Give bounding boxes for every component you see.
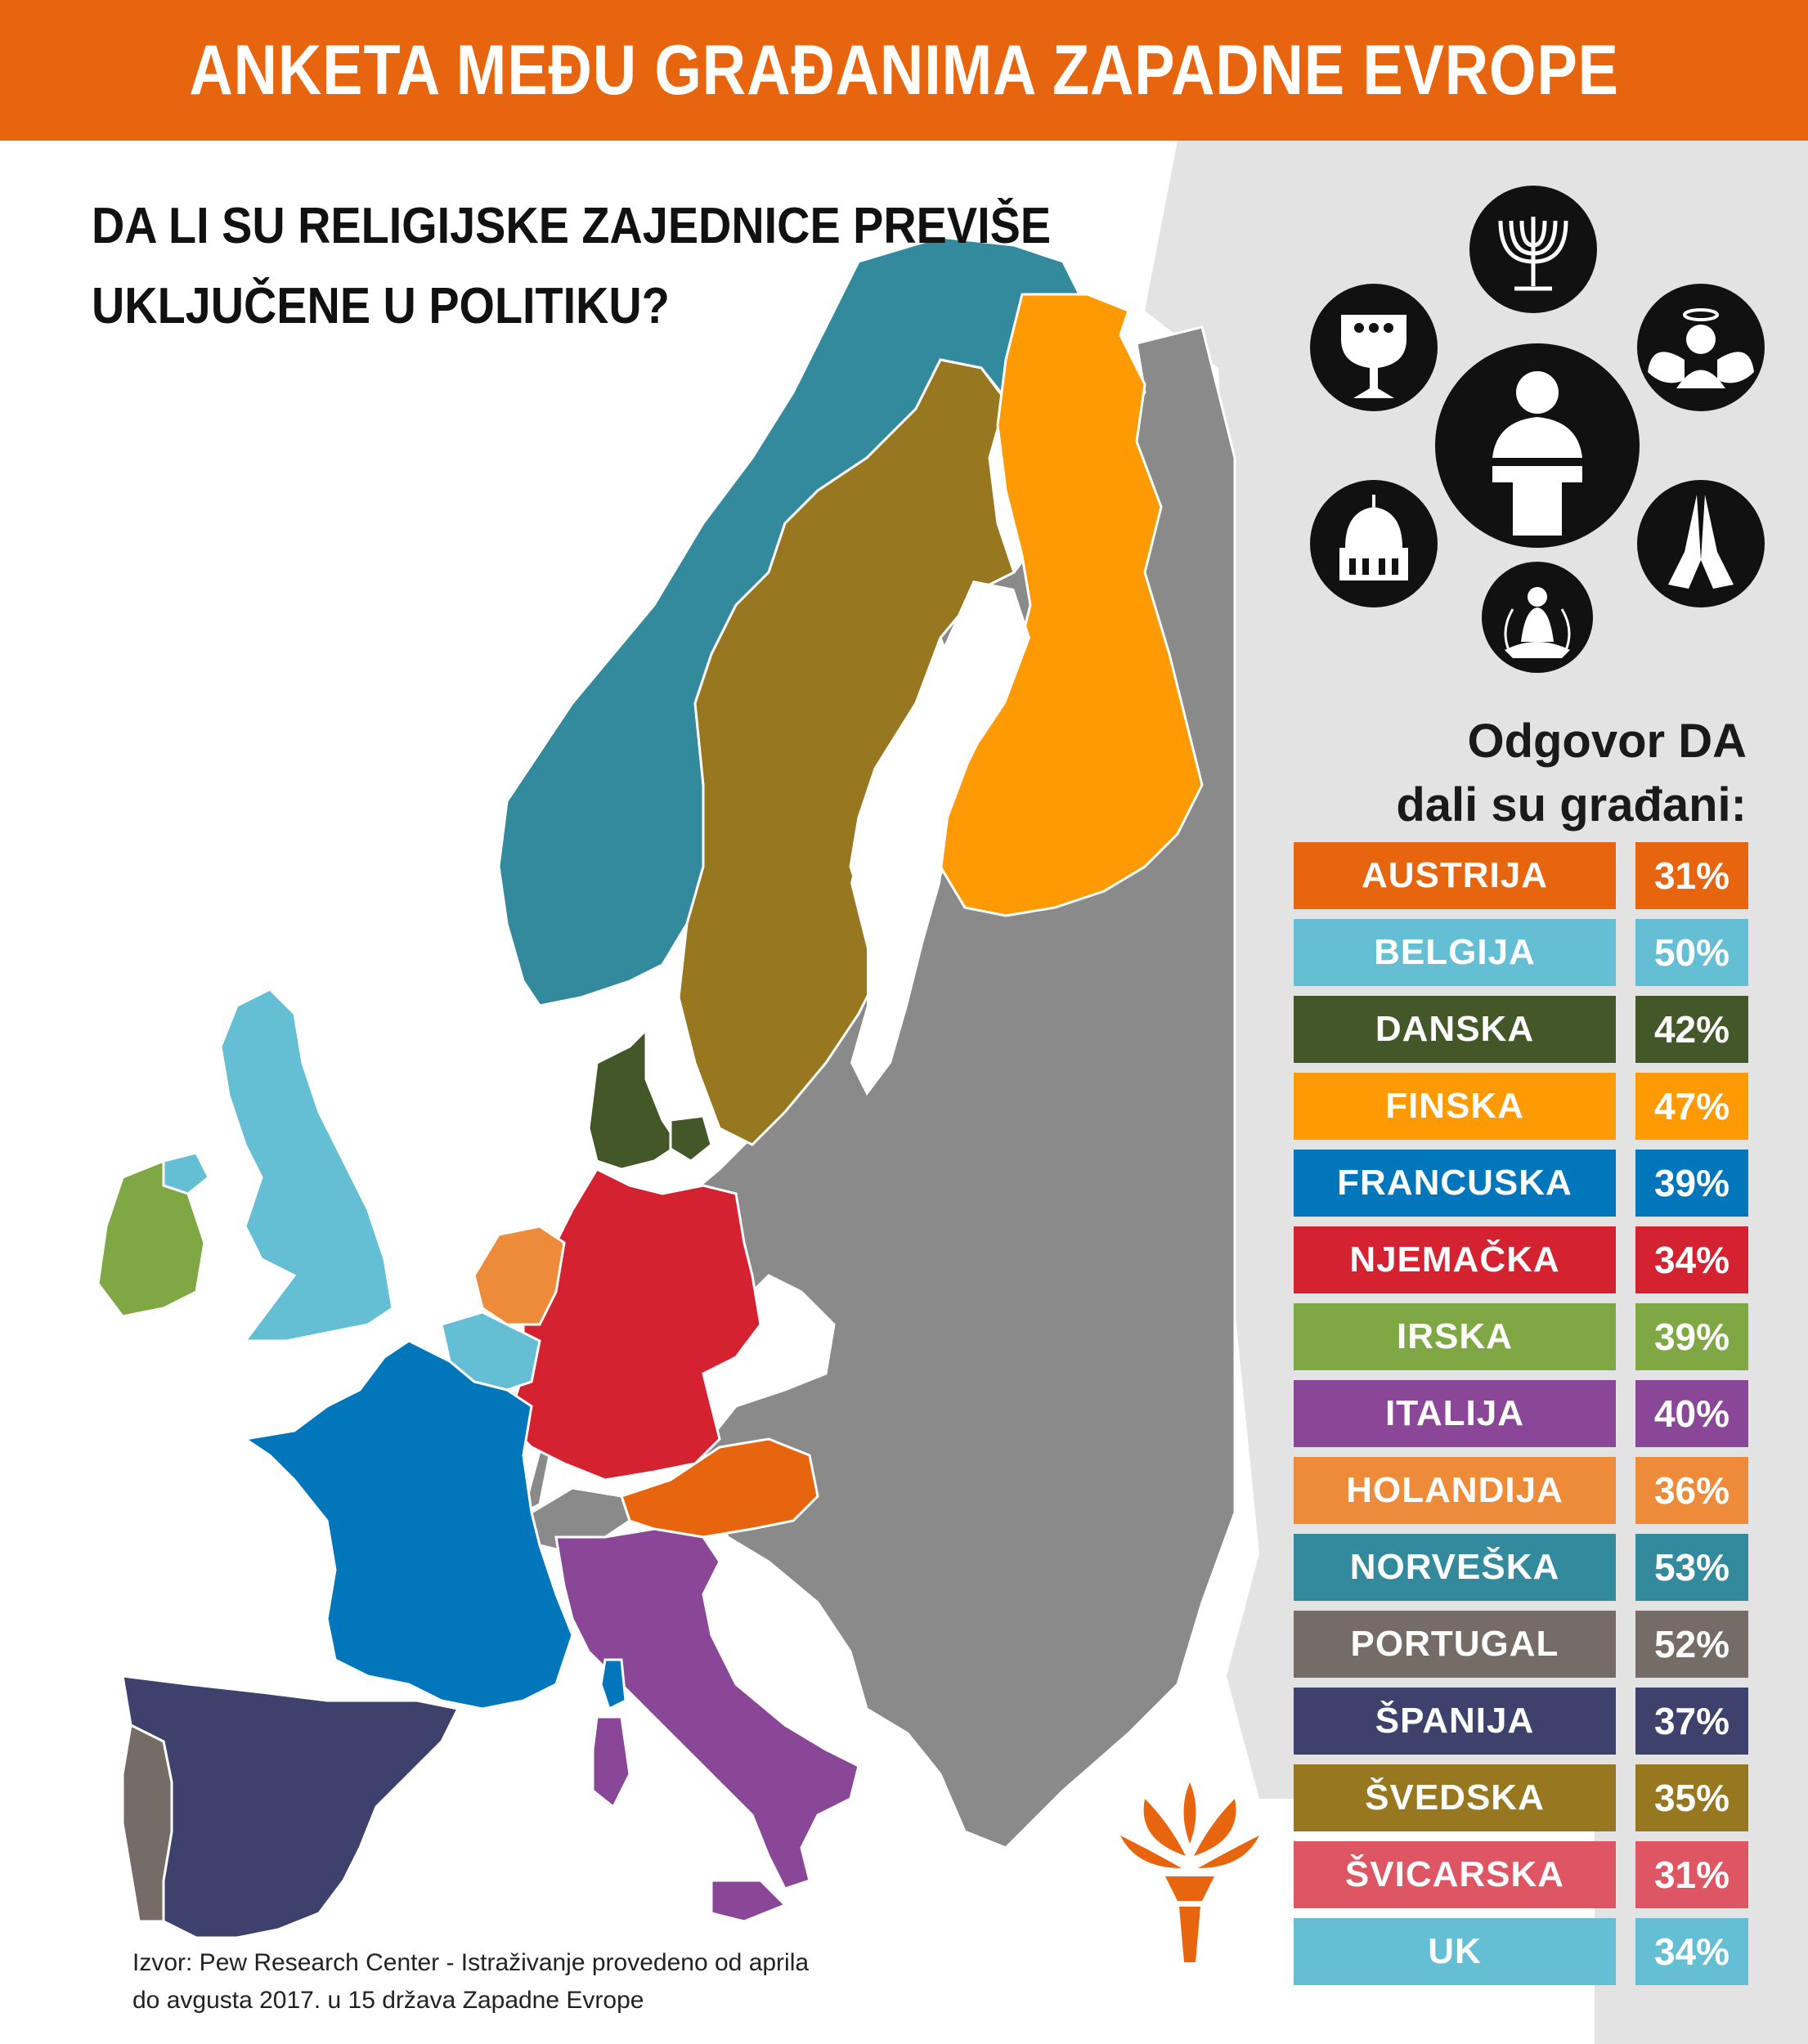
legend-percentage: 37%: [1635, 1688, 1748, 1755]
legend-percentage: 34%: [1635, 1226, 1748, 1293]
legend-row: ITALIJA 40%: [1294, 1380, 1750, 1447]
legend-row: ŠVICARSKA 31%: [1294, 1841, 1750, 1908]
legend-row: FRANCUSKA 39%: [1294, 1150, 1750, 1217]
legend-row: ŠVEDSKA 35%: [1294, 1764, 1750, 1831]
legend-country: IRSKA: [1294, 1303, 1616, 1370]
legend-percentage: 35%: [1635, 1764, 1748, 1831]
answer-heading-line-1: Odgovor DA: [1467, 715, 1747, 768]
legend-row: ŠPANIJA 37%: [1294, 1688, 1750, 1755]
legend-country: FINSKA: [1294, 1073, 1616, 1140]
legend-row: HOLANDIJA 36%: [1294, 1457, 1750, 1524]
region-france-corsica: [599, 1658, 627, 1711]
chalice-icon: [1310, 284, 1438, 411]
mosque-icon: [1310, 480, 1438, 607]
legend-percentage: 40%: [1635, 1380, 1748, 1447]
torch-logo-icon: [1120, 1782, 1259, 1962]
question-line-1: DA LI SU RELIGIJSKE ZAJEDNICE PREVIŠE: [92, 198, 1052, 254]
source-line-1: Izvor: Pew Research Center - Istraživanj…: [132, 1949, 810, 1976]
legend-row: IRSKA 39%: [1294, 1303, 1750, 1370]
legend-country: ŠVICARSKA: [1294, 1841, 1616, 1908]
legend-row: UK 34%: [1294, 1918, 1750, 1985]
praying-hands-icon: [1637, 480, 1765, 607]
legend-row: FINSKA 47%: [1294, 1073, 1750, 1140]
legend-country: HOLANDIJA: [1294, 1457, 1616, 1524]
results-legend: AUSTRIJA 31% BELGIJA 50% DANSKA 42% FINSKA 47% F…: [1294, 842, 1750, 1995]
region-italy-sicily: [710, 1879, 787, 1923]
legend-row: NJEMAČKA 34%: [1294, 1226, 1750, 1293]
legend-percentage: 39%: [1635, 1303, 1748, 1370]
region-netherlands: [473, 1225, 566, 1326]
legend-row: PORTUGAL 52%: [1294, 1611, 1750, 1678]
legend-country: AUSTRIJA: [1294, 842, 1616, 909]
question-line-2: UKLJUČENE U POLITIKU?: [92, 278, 670, 334]
angel-icon: [1637, 284, 1765, 411]
legend-country: ŠVEDSKA: [1294, 1764, 1616, 1831]
legend-percentage: 31%: [1635, 842, 1748, 909]
source-note: Izvor: Pew Research Center - Istraživanj…: [132, 1944, 809, 2019]
infographic-title: ANKETA MEĐU GRAĐANIMA ZAPADNE EVROPE: [189, 30, 1619, 110]
region-sweden: [677, 358, 1016, 1146]
sea-baltic: [850, 580, 1030, 1096]
legend-row: DANSKA 42%: [1294, 996, 1750, 1063]
legend-percentage: 52%: [1635, 1611, 1748, 1678]
legend-percentage: 47%: [1635, 1073, 1748, 1140]
region-uk: [219, 988, 394, 1342]
survey-question: DA LI SU RELIGIJSKE ZAJEDNICE PREVIŠE UK…: [92, 186, 1159, 347]
legend-row: BELGIJA 50%: [1294, 919, 1750, 986]
legend-country: BELGIJA: [1294, 919, 1616, 986]
legend-country: UK: [1294, 1918, 1616, 1985]
legend-percentage: 53%: [1635, 1534, 1748, 1601]
legend-country: NJEMAČKA: [1294, 1226, 1616, 1293]
region-denmark-islands: [669, 1114, 713, 1163]
legend-percentage: 31%: [1635, 1841, 1748, 1908]
religion-icons-cluster: [1310, 186, 1765, 673]
legend-percentage: 39%: [1635, 1150, 1748, 1217]
source-line-2: do avgusta 2017. u 15 država Zapadne Evr…: [132, 1987, 644, 2014]
legend-country: DANSKA: [1294, 996, 1616, 1063]
speaker-at-podium-icon: [1435, 343, 1640, 548]
header-bar: ANKETA MEĐU GRAĐANIMA ZAPADNE EVROPE: [0, 0, 1808, 141]
region-italy-sardinia: [591, 1715, 631, 1809]
legend-country: FRANCUSKA: [1294, 1150, 1616, 1217]
region-ireland: [96, 1159, 206, 1318]
legend-percentage: 42%: [1635, 996, 1748, 1063]
legend-row: AUSTRIJA 31%: [1294, 842, 1750, 909]
answer-heading-line-2: dali su građani:: [1396, 778, 1747, 831]
legend-row: NORVEŠKA 53%: [1294, 1534, 1750, 1601]
region-denmark: [587, 1027, 681, 1171]
region-italy: [554, 1527, 860, 1890]
legend-country: ITALIJA: [1294, 1380, 1616, 1447]
legend-country: PORTUGAL: [1294, 1611, 1616, 1678]
region-portugal: [121, 1723, 173, 1923]
region-france: [242, 1339, 574, 1710]
region-austria: [620, 1437, 819, 1539]
menorah-icon: [1469, 186, 1597, 313]
legend-percentage: 36%: [1635, 1457, 1748, 1524]
legend-percentage: 34%: [1635, 1918, 1748, 1985]
answer-heading: Odgovor DA dali su građani:: [1396, 710, 1747, 837]
region-finland: [939, 293, 1204, 917]
legend-country: NORVEŠKA: [1294, 1534, 1616, 1601]
legend-country: ŠPANIJA: [1294, 1688, 1616, 1755]
meditating-figure-icon: [1482, 562, 1593, 673]
legend-percentage: 50%: [1635, 919, 1748, 986]
